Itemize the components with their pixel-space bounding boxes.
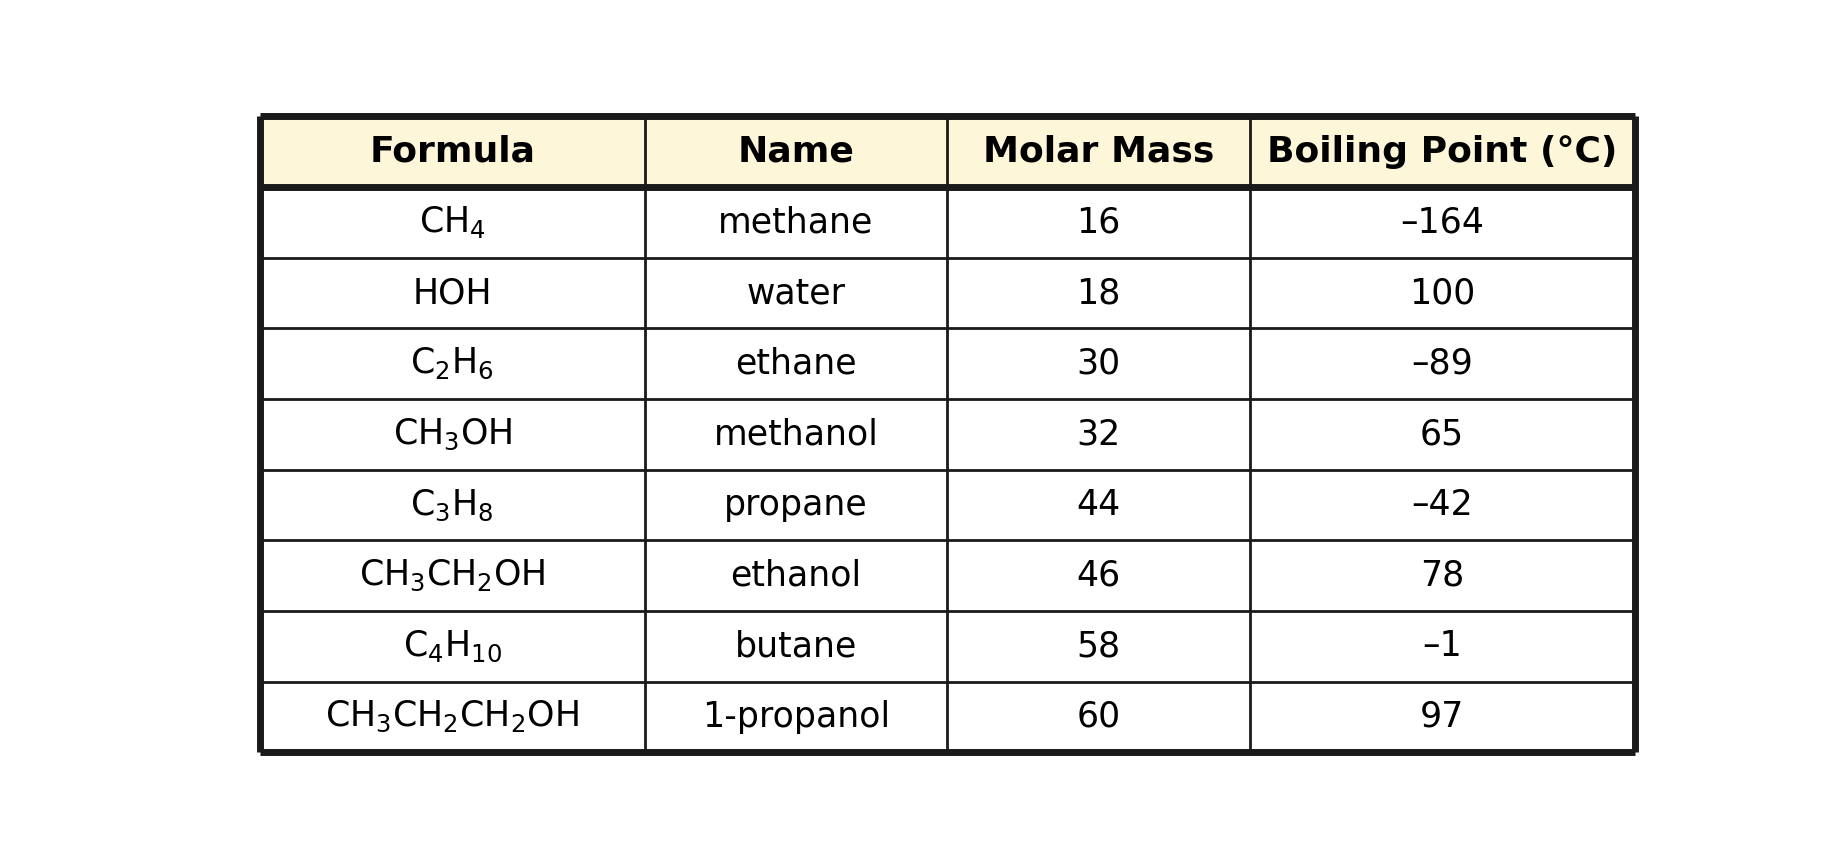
Text: C$_4$H$_{10}$: C$_4$H$_{10}$ xyxy=(403,629,501,664)
Bar xyxy=(645,540,948,611)
Bar xyxy=(259,399,645,470)
Bar xyxy=(259,187,645,258)
Text: 44: 44 xyxy=(1076,488,1120,522)
Bar xyxy=(1249,681,1635,752)
Bar xyxy=(948,258,1249,329)
Bar xyxy=(1249,116,1635,187)
Text: 58: 58 xyxy=(1076,630,1120,663)
Bar xyxy=(1249,399,1635,470)
Bar xyxy=(1249,611,1635,681)
Bar xyxy=(948,116,1249,187)
Bar xyxy=(1249,258,1635,329)
Text: 30: 30 xyxy=(1076,347,1120,381)
Text: 46: 46 xyxy=(1076,558,1120,593)
Bar xyxy=(259,329,645,399)
Bar xyxy=(645,470,948,540)
Bar xyxy=(948,399,1249,470)
Text: 18: 18 xyxy=(1076,276,1120,310)
Text: 78: 78 xyxy=(1419,558,1464,593)
Text: 1-propanol: 1-propanol xyxy=(702,700,891,734)
Bar xyxy=(645,399,948,470)
Text: butane: butane xyxy=(736,630,857,663)
Bar xyxy=(645,611,948,681)
Text: methanol: methanol xyxy=(713,417,878,452)
Bar xyxy=(645,187,948,258)
Text: ethane: ethane xyxy=(736,347,857,381)
Text: 97: 97 xyxy=(1419,700,1464,734)
Text: water: water xyxy=(747,276,845,310)
Text: CH$_3$CH$_2$CH$_2$OH: CH$_3$CH$_2$CH$_2$OH xyxy=(325,699,578,734)
Text: C$_2$H$_6$: C$_2$H$_6$ xyxy=(410,346,493,381)
Bar xyxy=(948,611,1249,681)
Bar xyxy=(1249,540,1635,611)
Bar xyxy=(259,470,645,540)
Bar xyxy=(259,540,645,611)
Bar xyxy=(259,116,645,187)
Text: Formula: Formula xyxy=(370,135,536,169)
Text: C$_3$H$_8$: C$_3$H$_8$ xyxy=(410,488,493,523)
Bar xyxy=(1249,470,1635,540)
Bar xyxy=(645,258,948,329)
Text: Molar Mass: Molar Mass xyxy=(983,135,1214,169)
Bar xyxy=(259,258,645,329)
Bar xyxy=(259,681,645,752)
Text: Boiling Point (°C): Boiling Point (°C) xyxy=(1268,135,1617,169)
Bar xyxy=(259,611,645,681)
Text: 65: 65 xyxy=(1419,417,1464,452)
Bar xyxy=(948,681,1249,752)
Bar xyxy=(645,329,948,399)
Text: –89: –89 xyxy=(1412,347,1473,381)
Bar xyxy=(948,187,1249,258)
Text: propane: propane xyxy=(724,488,869,522)
Text: CH$_4$: CH$_4$ xyxy=(419,205,486,241)
Text: methane: methane xyxy=(719,206,874,239)
Text: –164: –164 xyxy=(1401,206,1484,239)
Bar xyxy=(948,470,1249,540)
Text: Name: Name xyxy=(737,135,854,169)
Text: HOH: HOH xyxy=(412,276,492,310)
Bar xyxy=(948,329,1249,399)
Text: –1: –1 xyxy=(1423,630,1462,663)
Text: 16: 16 xyxy=(1076,206,1120,239)
Bar xyxy=(1249,329,1635,399)
Text: 100: 100 xyxy=(1408,276,1475,310)
Text: 32: 32 xyxy=(1076,417,1120,452)
Bar xyxy=(1249,187,1635,258)
Bar xyxy=(948,540,1249,611)
Text: CH$_3$CH$_2$OH: CH$_3$CH$_2$OH xyxy=(359,558,545,593)
Text: 60: 60 xyxy=(1076,700,1120,734)
Bar xyxy=(645,681,948,752)
Bar xyxy=(645,116,948,187)
Text: ethanol: ethanol xyxy=(730,558,861,593)
Text: –42: –42 xyxy=(1412,488,1473,522)
Text: CH$_3$OH: CH$_3$OH xyxy=(392,416,512,452)
